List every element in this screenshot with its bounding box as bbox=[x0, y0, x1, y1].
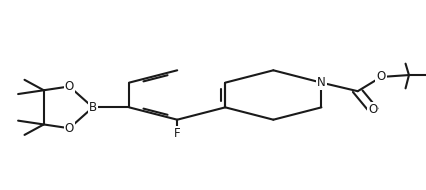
Text: O: O bbox=[65, 122, 74, 135]
Text: B: B bbox=[89, 101, 97, 114]
Text: O: O bbox=[65, 80, 74, 93]
Text: O: O bbox=[367, 103, 377, 116]
Text: O: O bbox=[376, 70, 385, 83]
Text: F: F bbox=[173, 127, 180, 140]
Text: N: N bbox=[317, 76, 325, 89]
